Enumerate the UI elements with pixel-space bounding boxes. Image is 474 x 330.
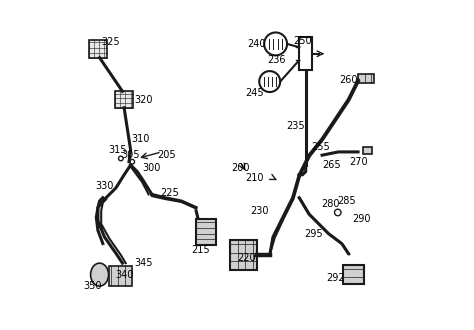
Text: 305: 305 [121, 150, 140, 160]
Text: 250: 250 [293, 36, 312, 46]
Text: 315: 315 [109, 145, 127, 155]
Text: 255: 255 [311, 142, 330, 152]
Text: 345: 345 [135, 258, 153, 268]
Text: 330: 330 [95, 181, 114, 191]
Bar [358, 74, 374, 83]
Text: 310: 310 [131, 134, 150, 144]
Text: 270: 270 [349, 157, 367, 167]
Text: 200: 200 [231, 163, 249, 173]
Text: 320: 320 [135, 95, 153, 105]
Text: 340: 340 [115, 270, 133, 280]
Text: 280: 280 [321, 199, 339, 209]
Text: 215: 215 [191, 245, 210, 255]
Bar [196, 219, 216, 245]
Bar [115, 91, 133, 108]
Text: 285: 285 [337, 196, 356, 206]
Text: 325: 325 [102, 37, 120, 47]
Text: 300: 300 [143, 163, 161, 173]
Text: 245: 245 [246, 88, 264, 98]
Circle shape [118, 156, 123, 161]
Text: 205: 205 [157, 150, 176, 160]
Circle shape [335, 209, 341, 216]
Circle shape [259, 71, 280, 92]
Text: 240: 240 [247, 39, 266, 49]
Text: 236: 236 [267, 55, 285, 65]
Bar [299, 37, 312, 70]
Ellipse shape [91, 263, 109, 286]
Text: 230: 230 [251, 206, 269, 216]
Text: 260: 260 [339, 75, 357, 85]
Bar [230, 240, 256, 270]
Text: 220: 220 [237, 253, 256, 263]
Text: 265: 265 [323, 160, 341, 170]
Bar [343, 265, 364, 284]
Circle shape [264, 32, 287, 55]
Text: 290: 290 [352, 214, 371, 224]
Text: 292: 292 [326, 273, 345, 283]
Text: 350: 350 [84, 281, 102, 291]
Text: 210: 210 [246, 173, 264, 183]
Text: 295: 295 [305, 229, 323, 239]
Text: 225: 225 [161, 188, 179, 198]
Text: 235: 235 [287, 121, 305, 131]
Bar [363, 147, 373, 154]
Bar [89, 40, 107, 58]
Circle shape [130, 159, 135, 164]
Bar [109, 266, 132, 286]
